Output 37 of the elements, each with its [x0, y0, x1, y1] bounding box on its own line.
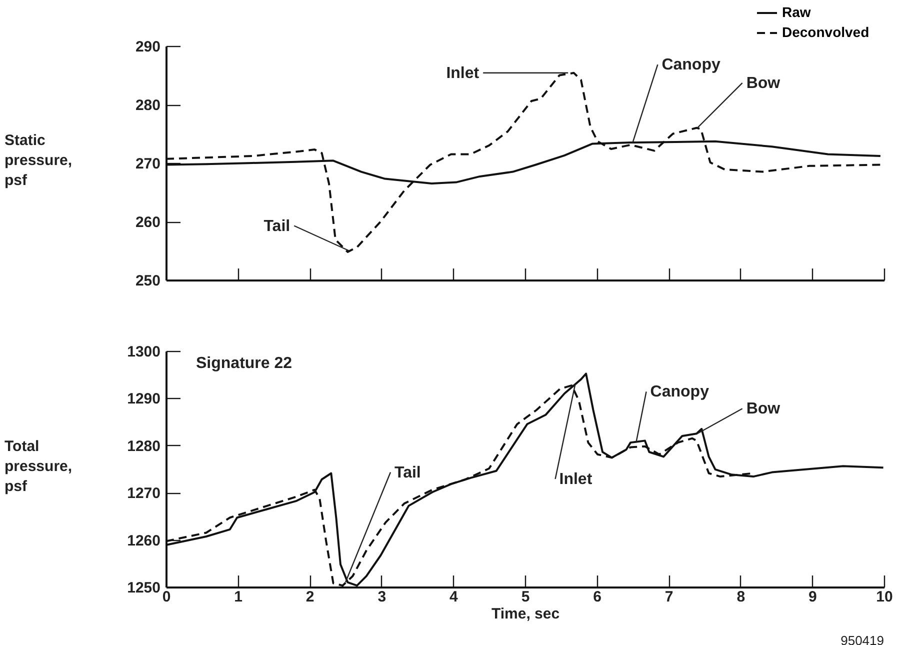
- text: 950419: [840, 633, 884, 645]
- y-tick-label: 290: [135, 38, 160, 56]
- x-tick-label: 5: [521, 588, 530, 606]
- x-tick-label: 10: [876, 588, 893, 606]
- annotation: Canopy: [662, 56, 720, 74]
- y-tick-label: 1280: [127, 438, 160, 455]
- x-tick-label: 9: [808, 588, 817, 606]
- x-tick-label: 4: [450, 588, 459, 606]
- y-tick-label: 280: [135, 97, 160, 114]
- x-tick-label: 6: [593, 588, 602, 606]
- x-tick-label: 3: [378, 588, 386, 606]
- y-tick-label: 270: [135, 156, 160, 172]
- y-tick-label: 1290: [127, 390, 160, 408]
- legend-label: Raw: [782, 4, 811, 20]
- annotation: Bow: [746, 400, 781, 418]
- y-tick-label: 1300: [127, 344, 160, 360]
- annotation: Bow: [746, 74, 781, 92]
- x-tick-label: 2: [306, 588, 314, 606]
- annotation: Canopy: [650, 384, 710, 401]
- y-tick-label: 1270: [127, 485, 160, 502]
- annotation: Inlet: [559, 471, 593, 488]
- annotation: Signature 22: [196, 355, 292, 372]
- x-tick-label: 1: [234, 588, 242, 606]
- y-tick-label: 1250: [127, 580, 160, 596]
- annotation: Inlet: [446, 64, 480, 82]
- y-axis-title: Static pressure, psf: [4, 132, 72, 190]
- y-tick-label: 250: [135, 272, 160, 290]
- y-axis-title: Total pressure, psf: [4, 438, 72, 495]
- y-tick-label: 260: [135, 214, 160, 231]
- y-tick-label: 1260: [127, 532, 160, 550]
- annotation: Tail: [394, 464, 421, 482]
- legend-label: Deconvolved: [782, 24, 870, 40]
- annotation: Tail: [264, 218, 290, 235]
- x-axis-title: Time, sec: [491, 606, 560, 622]
- x-tick-label: 0: [162, 588, 171, 606]
- x-tick-label: 7: [664, 588, 674, 606]
- x-tick-label: 8: [736, 588, 746, 606]
